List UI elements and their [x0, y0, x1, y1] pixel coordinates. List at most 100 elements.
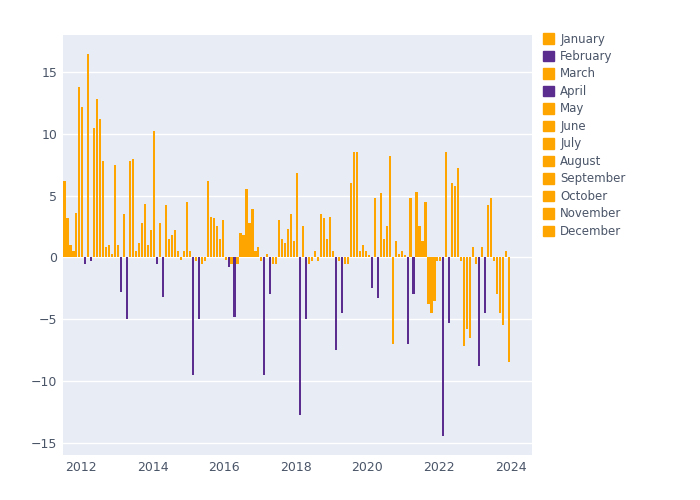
Bar: [311, 258, 313, 261]
Bar: [496, 258, 498, 294]
Bar: [64, 181, 66, 258]
Bar: [353, 152, 355, 258]
Bar: [386, 226, 388, 258]
Bar: [159, 223, 161, 258]
Bar: [442, 258, 444, 436]
Bar: [341, 258, 343, 313]
Bar: [248, 223, 251, 258]
Bar: [114, 164, 116, 258]
Bar: [90, 258, 92, 261]
Bar: [356, 152, 358, 258]
Bar: [362, 245, 364, 258]
Bar: [135, 251, 137, 258]
Bar: [454, 186, 456, 258]
Bar: [407, 258, 409, 344]
Bar: [320, 214, 322, 258]
Bar: [201, 258, 203, 264]
Bar: [445, 152, 447, 258]
Bar: [335, 258, 337, 350]
Bar: [183, 251, 185, 258]
Bar: [350, 183, 352, 258]
Bar: [141, 223, 143, 258]
Bar: [395, 242, 397, 258]
Bar: [371, 258, 373, 288]
Bar: [481, 248, 483, 258]
Bar: [302, 226, 304, 258]
Bar: [421, 242, 424, 258]
Bar: [305, 258, 307, 319]
Bar: [440, 258, 442, 261]
Bar: [105, 248, 107, 258]
Bar: [213, 218, 215, 258]
Bar: [365, 251, 367, 258]
Bar: [177, 251, 179, 258]
Bar: [192, 258, 194, 374]
Bar: [55, 258, 57, 267]
Bar: [263, 258, 265, 374]
Bar: [165, 206, 167, 258]
Bar: [204, 258, 206, 261]
Bar: [57, 193, 60, 258]
Bar: [499, 258, 501, 313]
Bar: [332, 251, 334, 258]
Bar: [275, 258, 277, 264]
Bar: [490, 198, 492, 258]
Bar: [299, 258, 301, 416]
Bar: [76, 213, 78, 258]
Bar: [108, 245, 111, 258]
Bar: [457, 168, 459, 258]
Bar: [478, 258, 480, 366]
Bar: [180, 258, 182, 260]
Bar: [270, 258, 272, 294]
Bar: [338, 258, 340, 261]
Bar: [329, 216, 331, 258]
Bar: [326, 239, 328, 258]
Bar: [281, 239, 284, 258]
Bar: [150, 230, 152, 258]
Bar: [379, 193, 382, 258]
Bar: [416, 192, 418, 258]
Bar: [138, 242, 140, 258]
Bar: [88, 54, 90, 258]
Bar: [132, 158, 134, 258]
Bar: [221, 220, 224, 258]
Bar: [186, 202, 188, 258]
Bar: [102, 161, 104, 258]
Bar: [209, 216, 212, 258]
Bar: [129, 161, 131, 258]
Bar: [99, 119, 102, 258]
Bar: [218, 239, 220, 258]
Bar: [383, 239, 385, 258]
Bar: [228, 258, 230, 267]
Bar: [346, 258, 349, 264]
Bar: [260, 258, 262, 261]
Bar: [452, 183, 454, 258]
Bar: [230, 258, 232, 264]
Bar: [308, 258, 310, 264]
Bar: [505, 251, 507, 258]
Bar: [403, 255, 406, 258]
Bar: [168, 239, 170, 258]
Bar: [189, 251, 191, 258]
Bar: [234, 258, 236, 316]
Bar: [156, 258, 158, 264]
Bar: [171, 235, 173, 258]
Bar: [66, 218, 69, 258]
Bar: [317, 258, 319, 261]
Bar: [344, 258, 346, 264]
Bar: [246, 190, 248, 258]
Bar: [237, 258, 239, 264]
Bar: [251, 209, 253, 258]
Bar: [96, 99, 99, 258]
Bar: [120, 258, 122, 292]
Bar: [242, 235, 244, 258]
Bar: [174, 230, 176, 258]
Bar: [290, 214, 293, 258]
Bar: [391, 258, 393, 344]
Bar: [293, 242, 295, 258]
Bar: [374, 198, 376, 258]
Bar: [433, 258, 435, 300]
Bar: [69, 245, 71, 258]
Bar: [216, 226, 218, 258]
Bar: [296, 174, 298, 258]
